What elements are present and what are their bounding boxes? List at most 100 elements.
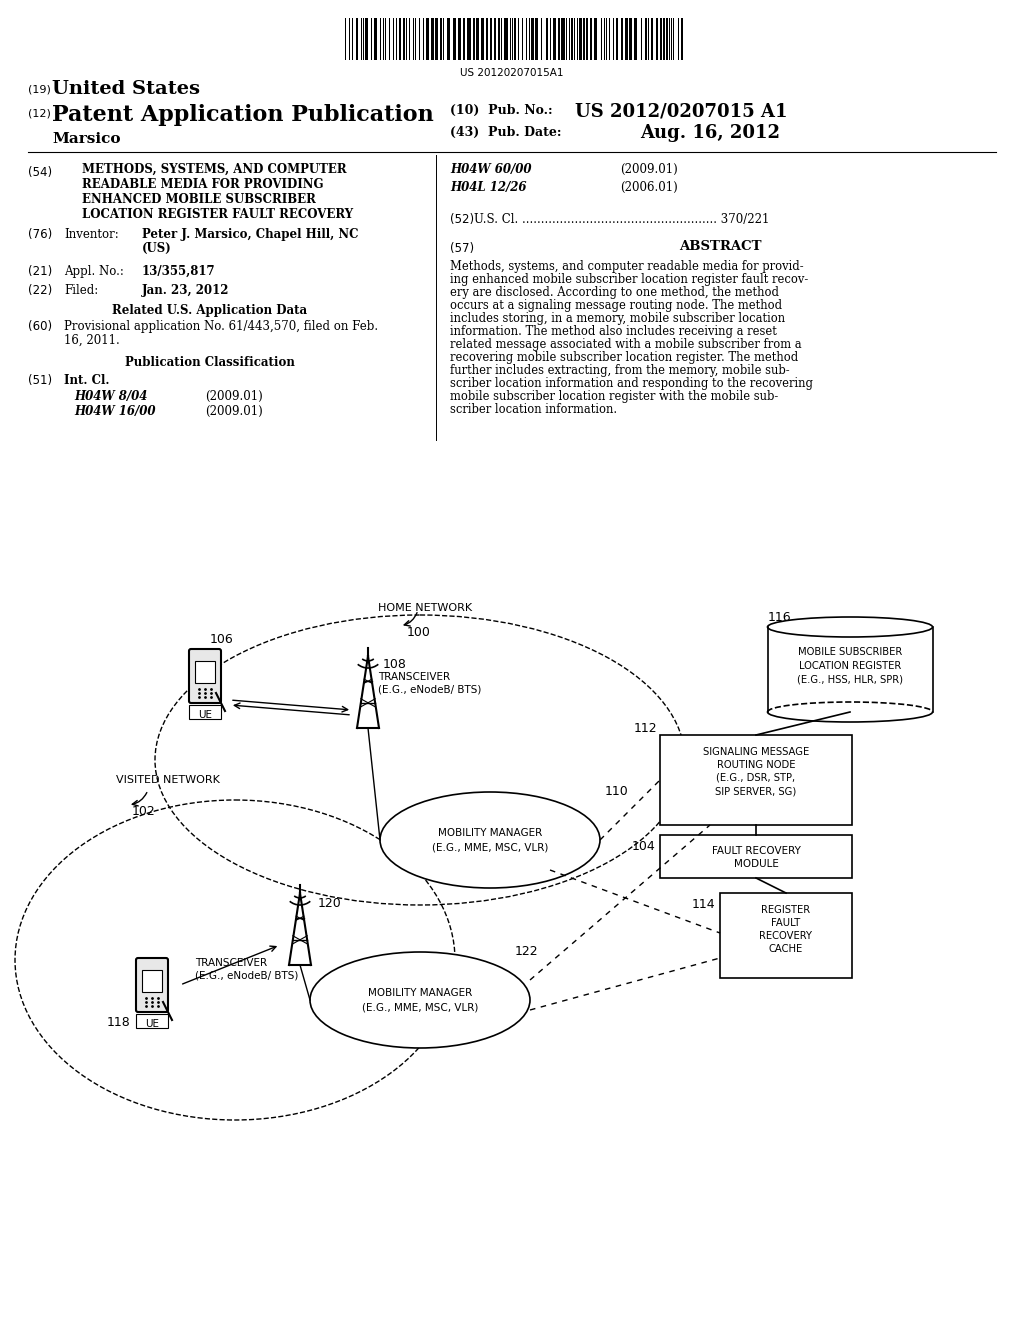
Bar	[528, 18, 529, 59]
Bar	[389, 18, 390, 59]
Bar	[502, 18, 503, 59]
Bar	[629, 18, 632, 59]
Bar	[352, 18, 353, 59]
Bar	[385, 18, 386, 59]
Bar	[656, 18, 657, 59]
Text: Marsico: Marsico	[52, 132, 121, 147]
Text: 102: 102	[132, 805, 156, 818]
Bar	[395, 18, 396, 59]
Bar	[407, 18, 408, 59]
Text: 120: 120	[318, 898, 342, 909]
FancyBboxPatch shape	[189, 649, 221, 704]
Text: FAULT: FAULT	[771, 917, 801, 928]
Text: 118: 118	[106, 1016, 130, 1030]
Text: (E.G., HSS, HLR, SPR): (E.G., HSS, HLR, SPR)	[797, 675, 903, 685]
Bar	[362, 18, 364, 59]
Text: SIGNALING MESSAGE: SIGNALING MESSAGE	[702, 747, 809, 756]
Text: 114: 114	[691, 898, 715, 911]
Bar	[550, 18, 551, 59]
Ellipse shape	[310, 952, 530, 1048]
Text: ing enhanced mobile subscriber location register fault recov-: ing enhanced mobile subscriber location …	[450, 273, 808, 286]
Bar	[571, 18, 573, 59]
Text: MOBILITY MANAGER: MOBILITY MANAGER	[368, 987, 472, 998]
Bar	[447, 18, 450, 59]
Text: H04W 8/04: H04W 8/04	[74, 389, 147, 403]
Bar	[345, 18, 346, 59]
Bar	[613, 18, 614, 59]
Text: ENHANCED MOBILE SUBSCRIBER: ENHANCED MOBILE SUBSCRIBER	[82, 193, 315, 206]
Bar	[453, 18, 456, 59]
Bar	[609, 18, 610, 59]
Bar	[435, 18, 438, 59]
Bar	[399, 18, 401, 59]
Text: Appl. No.:: Appl. No.:	[63, 265, 124, 279]
Text: 110: 110	[605, 785, 629, 799]
Text: READABLE MEDIA FOR PROVIDING: READABLE MEDIA FOR PROVIDING	[82, 178, 324, 191]
Text: (E.G., MME, MSC, VLR): (E.G., MME, MSC, VLR)	[361, 1003, 478, 1012]
Text: (76): (76)	[28, 228, 52, 242]
Text: (2009.01): (2009.01)	[620, 162, 678, 176]
Bar	[558, 18, 560, 59]
Text: 122: 122	[515, 945, 539, 958]
Bar	[486, 18, 487, 59]
Bar	[419, 18, 420, 59]
Text: 106: 106	[210, 634, 233, 645]
Bar	[195, 661, 215, 682]
Ellipse shape	[380, 792, 600, 888]
Text: Filed:: Filed:	[63, 284, 98, 297]
Text: TRANSCEIVER: TRANSCEIVER	[378, 672, 451, 682]
Bar	[415, 18, 416, 59]
Text: includes storing, in a memory, mobile subscriber location: includes storing, in a memory, mobile su…	[450, 312, 785, 325]
Bar	[586, 18, 588, 59]
Bar	[430, 18, 434, 59]
Bar	[481, 18, 484, 59]
Text: 108: 108	[383, 657, 407, 671]
Text: RECOVERY: RECOVERY	[760, 931, 812, 941]
Bar	[443, 18, 444, 59]
Text: (57): (57)	[450, 242, 474, 255]
Bar	[403, 18, 406, 59]
Bar	[583, 18, 585, 59]
Bar	[518, 18, 519, 59]
Text: Aug. 16, 2012: Aug. 16, 2012	[640, 124, 780, 143]
Text: METHODS, SYSTEMS, AND COMPUTER: METHODS, SYSTEMS, AND COMPUTER	[82, 162, 347, 176]
Bar	[660, 735, 852, 825]
Bar	[536, 18, 539, 59]
Bar	[476, 18, 479, 59]
Bar	[616, 18, 618, 59]
Text: further includes extracting, from the memory, mobile sub-: further includes extracting, from the me…	[450, 364, 790, 378]
Bar	[621, 18, 623, 59]
Text: UE: UE	[198, 710, 212, 719]
Text: H04W 16/00: H04W 16/00	[74, 405, 156, 418]
Bar	[574, 18, 575, 59]
Bar	[383, 18, 384, 59]
Text: TRANSCEIVER: TRANSCEIVER	[195, 958, 267, 968]
Bar	[512, 18, 513, 59]
Bar	[473, 18, 475, 59]
Bar	[522, 18, 523, 59]
Bar	[590, 18, 592, 59]
Bar	[561, 18, 564, 59]
Bar	[580, 18, 582, 59]
Bar	[674, 18, 675, 59]
Bar	[659, 18, 662, 59]
Bar	[720, 894, 852, 978]
Text: ROUTING NODE: ROUTING NODE	[717, 760, 796, 770]
Text: (12): (12)	[28, 108, 51, 117]
Text: scriber location information and responding to the recovering: scriber location information and respond…	[450, 378, 813, 389]
Text: Publication Classification: Publication Classification	[125, 356, 295, 370]
Bar	[380, 18, 381, 59]
Text: 13/355,817: 13/355,817	[142, 265, 216, 279]
Text: FAULT RECOVERY: FAULT RECOVERY	[712, 846, 801, 855]
Text: 16, 2011.: 16, 2011.	[63, 334, 120, 347]
Bar	[372, 18, 373, 59]
Text: 104: 104	[631, 840, 655, 853]
Text: (2006.01): (2006.01)	[620, 181, 678, 194]
Bar	[604, 18, 605, 59]
Bar	[410, 18, 411, 59]
Text: (19): (19)	[28, 84, 51, 94]
Text: (22): (22)	[28, 284, 52, 297]
Text: Jan. 23, 2012: Jan. 23, 2012	[142, 284, 229, 297]
Text: LOCATION REGISTER FAULT RECOVERY: LOCATION REGISTER FAULT RECOVERY	[82, 209, 353, 220]
Text: Patent Application Publication: Patent Application Publication	[52, 104, 434, 125]
